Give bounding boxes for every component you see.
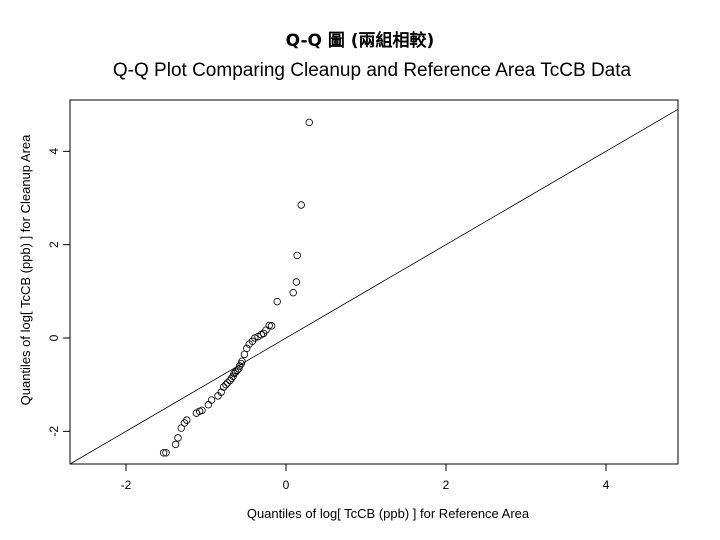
data-point xyxy=(257,331,265,339)
data-point xyxy=(183,416,191,424)
data-point xyxy=(222,380,230,389)
data-point xyxy=(227,374,236,382)
data-point xyxy=(273,297,281,306)
x-tick-label: 0 xyxy=(283,478,290,492)
x-axis-label: Quantiles of log[ TcCB (ppb) ] for Refer… xyxy=(247,506,530,521)
y-tick-label: 0 xyxy=(47,334,61,341)
y-tick-label: -2 xyxy=(47,426,61,437)
data-point xyxy=(198,406,206,415)
data-point xyxy=(305,118,313,127)
y-tick-label: 4 xyxy=(47,148,61,155)
data-point xyxy=(171,440,180,449)
data-point xyxy=(159,449,168,457)
data-point xyxy=(292,278,301,286)
data-point xyxy=(207,396,216,404)
data-point xyxy=(251,334,259,342)
y-axis-label: Quantiles of log[ TcCB (ppb) ] for Clean… xyxy=(18,134,33,406)
y-axis: -2 0 2 4 xyxy=(47,148,71,437)
data-point xyxy=(174,434,182,442)
x-tick-label: 2 xyxy=(443,478,450,492)
y-tick-label: 2 xyxy=(47,241,61,248)
data-point xyxy=(229,372,237,380)
data-point xyxy=(223,379,232,387)
x-tick-label: 4 xyxy=(603,478,610,492)
x-tick-label: -2 xyxy=(121,478,132,492)
data-point xyxy=(265,321,273,330)
data-point xyxy=(162,449,170,457)
data-point xyxy=(243,344,251,352)
data-point xyxy=(217,388,225,396)
data-point xyxy=(240,350,249,359)
data-point xyxy=(235,362,244,370)
plot-frame xyxy=(69,99,679,465)
data-point xyxy=(180,419,189,427)
chart-title: Q-Q Plot Comparing Cleanup and Reference… xyxy=(113,60,632,81)
slide-title: Q-Q 圖 (兩組相較) xyxy=(285,31,435,51)
data-points xyxy=(159,118,313,457)
data-point xyxy=(235,365,243,373)
x-axis: -2 0 2 4 xyxy=(121,463,610,492)
reference-line xyxy=(69,108,679,465)
data-point xyxy=(289,289,297,297)
data-point xyxy=(267,322,276,330)
data-point xyxy=(204,401,213,409)
data-point xyxy=(238,357,246,366)
data-point xyxy=(219,383,228,391)
data-point xyxy=(297,201,305,209)
data-point xyxy=(293,251,301,260)
data-point xyxy=(233,366,241,374)
